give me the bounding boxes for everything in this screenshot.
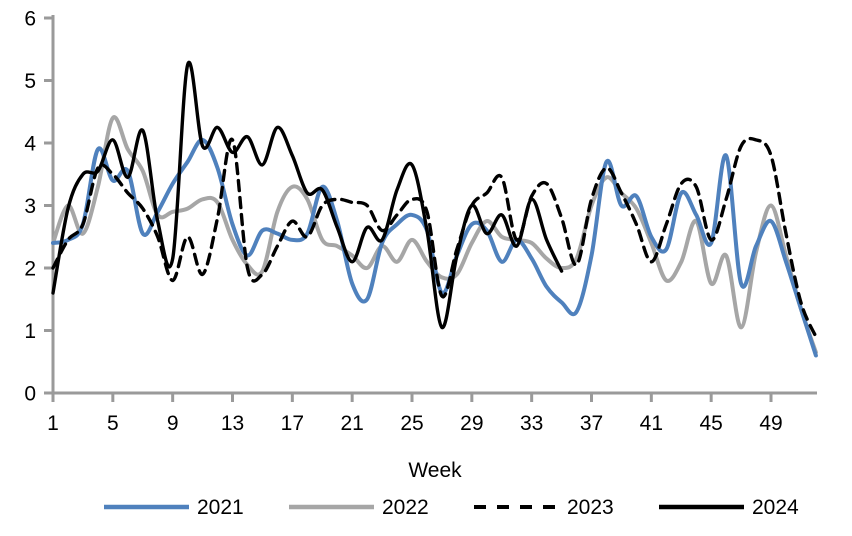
x-axis-title: Week — [408, 459, 462, 482]
x-tick-label: 49 — [759, 412, 782, 435]
x-tick-label: 45 — [699, 412, 722, 435]
y-tick-label: 4 — [24, 133, 36, 156]
x-tick-label: 9 — [167, 412, 179, 435]
x-tick-label: 21 — [340, 412, 363, 435]
y-tick-label: 5 — [24, 70, 36, 93]
x-tick-label: 41 — [640, 412, 663, 435]
x-tick-label: 37 — [580, 412, 603, 435]
legend-item-2021: 2021 — [104, 496, 244, 519]
legend: 2021 2022 2023 2024 — [104, 496, 799, 519]
legend-label-2021: 2021 — [197, 496, 244, 519]
y-tick-label: 3 — [24, 195, 36, 218]
x-tick-label: 5 — [107, 412, 119, 435]
legend-label-2023: 2023 — [567, 496, 614, 519]
y-tick-label: 0 — [24, 383, 36, 406]
x-tick-label: 29 — [460, 412, 483, 435]
legend-label-2024: 2024 — [752, 496, 799, 519]
x-tick-label: 17 — [281, 412, 304, 435]
x-tick-label: 1 — [47, 412, 59, 435]
series-2024-line — [51, 60, 564, 330]
legend-item-2024: 2024 — [659, 496, 799, 519]
legend-item-2023: 2023 — [474, 496, 614, 519]
y-tick-label: 1 — [24, 320, 36, 343]
x-tick-label: 33 — [520, 412, 543, 435]
y-tick-label: 2 — [24, 258, 36, 281]
x-tick-label: 13 — [221, 412, 244, 435]
y-tick-label: 6 — [24, 8, 36, 31]
series-2023-line — [51, 136, 818, 339]
legend-item-2022: 2022 — [289, 496, 429, 519]
x-tick-label: 25 — [400, 412, 423, 435]
legend-label-2022: 2022 — [382, 496, 429, 519]
